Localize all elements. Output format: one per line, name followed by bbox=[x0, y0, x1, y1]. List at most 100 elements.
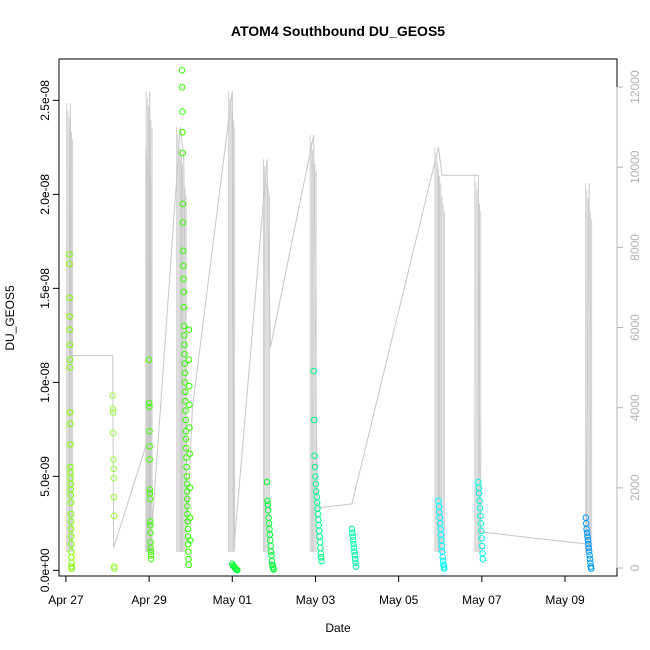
data-point bbox=[68, 540, 75, 548]
data-point bbox=[146, 403, 153, 411]
data-point bbox=[264, 497, 271, 505]
data-point bbox=[66, 420, 74, 428]
data-point bbox=[234, 566, 241, 574]
data-point bbox=[180, 332, 188, 339]
y-tick-label-right: 4000 bbox=[628, 394, 642, 421]
data-point bbox=[179, 108, 186, 115]
data-point bbox=[584, 537, 592, 544]
data-point bbox=[181, 341, 188, 349]
data-point bbox=[67, 518, 75, 525]
data-point bbox=[352, 563, 360, 570]
data-point bbox=[184, 540, 192, 548]
data-point bbox=[477, 512, 484, 520]
data-point bbox=[267, 542, 275, 550]
data-point bbox=[109, 409, 117, 416]
data-point bbox=[146, 486, 154, 493]
y-tick-label-right: 2000 bbox=[628, 474, 642, 501]
data-point bbox=[66, 313, 73, 320]
data-point bbox=[312, 473, 319, 480]
data-point bbox=[310, 367, 318, 375]
y-tick-label-right: 0 bbox=[628, 564, 642, 571]
data-point bbox=[147, 555, 155, 563]
data-point bbox=[185, 555, 192, 563]
data-point bbox=[348, 525, 356, 533]
data-point bbox=[185, 326, 193, 334]
data-point bbox=[583, 529, 591, 537]
data-point bbox=[66, 294, 73, 302]
plot-frame bbox=[58, 58, 618, 577]
data-point bbox=[183, 473, 190, 480]
data-point bbox=[585, 548, 593, 555]
x-tick-label: Apr 29 bbox=[131, 593, 167, 607]
data-point bbox=[180, 322, 188, 330]
data-point bbox=[349, 537, 357, 544]
data-point bbox=[477, 520, 485, 527]
data-point bbox=[180, 288, 187, 296]
y-tick-label-right: 6000 bbox=[628, 314, 642, 341]
data-point bbox=[67, 510, 75, 518]
data-point bbox=[66, 251, 73, 258]
data-point bbox=[147, 521, 154, 529]
data-point bbox=[66, 409, 74, 416]
data-point bbox=[68, 553, 75, 561]
data-point bbox=[146, 427, 153, 435]
data-point bbox=[182, 416, 189, 424]
data-point bbox=[479, 555, 487, 563]
data-point bbox=[182, 407, 189, 414]
data-point bbox=[586, 555, 594, 563]
data-point bbox=[185, 561, 192, 569]
data-point bbox=[317, 553, 325, 561]
x-axis: Apr 27 Apr 29 May 01 May 03 May 05 May 07 May … bbox=[48, 575, 585, 607]
x-tick-label: May 05 bbox=[379, 593, 419, 607]
data-point bbox=[585, 540, 592, 548]
y-tick-label-left: 1.0e-08 bbox=[38, 362, 52, 403]
data-point bbox=[263, 478, 271, 486]
data-point bbox=[184, 525, 192, 533]
data-point bbox=[312, 480, 320, 488]
data-point bbox=[66, 260, 73, 268]
data-point bbox=[351, 555, 359, 563]
data-point bbox=[350, 544, 358, 552]
data-point bbox=[146, 495, 154, 503]
altitude-trace bbox=[66, 91, 593, 553]
data-point bbox=[182, 427, 190, 435]
data-point bbox=[66, 326, 74, 334]
x-tick-label: May 01 bbox=[213, 593, 253, 607]
data-point bbox=[145, 356, 153, 364]
data-point bbox=[180, 262, 187, 270]
data-point bbox=[587, 565, 595, 572]
data-point bbox=[181, 350, 188, 358]
data-point bbox=[317, 550, 325, 557]
data-point bbox=[182, 444, 190, 452]
data-point bbox=[67, 525, 75, 533]
data-point bbox=[179, 200, 187, 208]
data-point bbox=[110, 456, 117, 463]
data-point bbox=[185, 382, 193, 390]
chart-title: ATOM4 Southbound DU_GEOS5 bbox=[231, 23, 445, 39]
data-point bbox=[180, 303, 188, 311]
y-tick-label-left: 2.5e-08 bbox=[38, 80, 52, 121]
data-point bbox=[311, 452, 318, 460]
data-point bbox=[186, 537, 194, 544]
data-point bbox=[186, 450, 193, 458]
data-point bbox=[179, 247, 187, 255]
data-point bbox=[67, 499, 75, 507]
data-point bbox=[109, 429, 117, 437]
y-tick-label-left: 1.5e-08 bbox=[38, 268, 52, 309]
data-point bbox=[182, 435, 190, 443]
data-point bbox=[146, 518, 154, 525]
data-point bbox=[178, 67, 186, 74]
data-point bbox=[147, 529, 154, 537]
data-point bbox=[186, 401, 193, 409]
altitude-line bbox=[68, 91, 590, 553]
data-point bbox=[439, 553, 447, 561]
data-point bbox=[109, 392, 116, 399]
data-point bbox=[183, 495, 191, 503]
x-axis-label: Date bbox=[325, 621, 351, 635]
data-point bbox=[111, 565, 118, 572]
y-tick-label-left: 5.0e-09 bbox=[38, 456, 52, 497]
data-point bbox=[186, 424, 193, 431]
y-tick-label-right: 8000 bbox=[628, 234, 642, 261]
data-point bbox=[349, 529, 356, 537]
data-point bbox=[233, 566, 240, 573]
